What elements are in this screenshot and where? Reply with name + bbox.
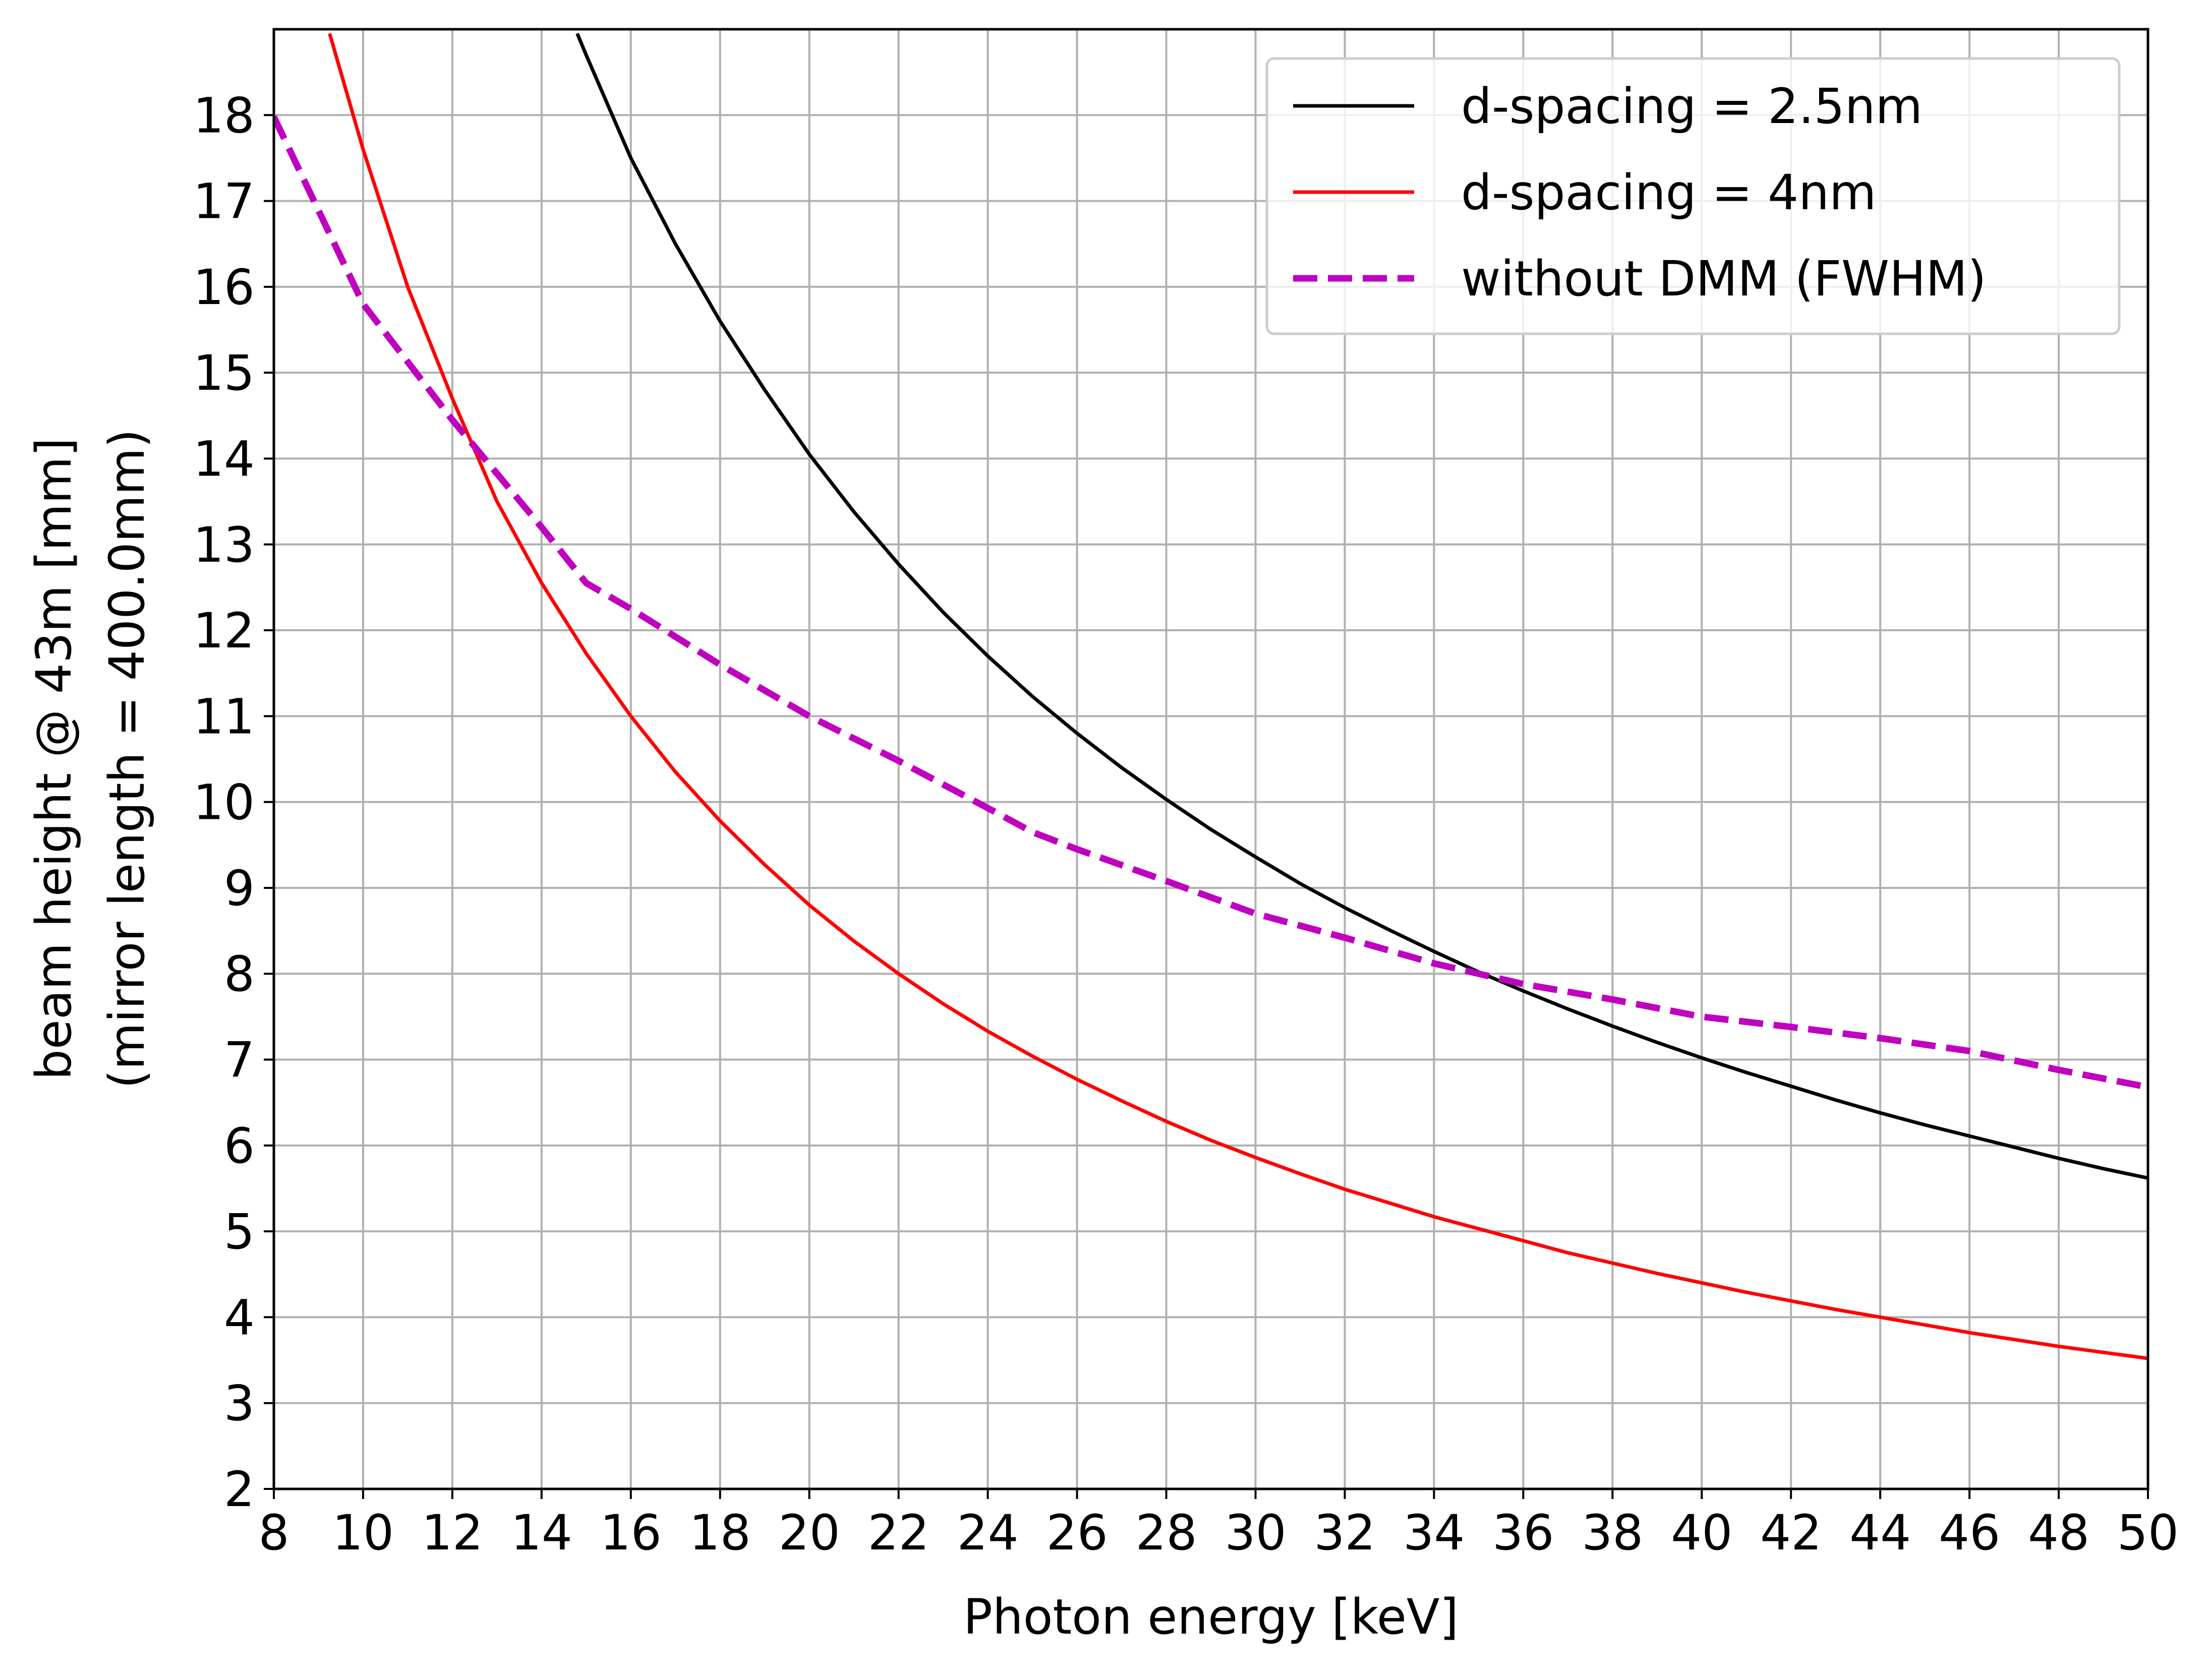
y-tick-label: 9 [224, 860, 255, 917]
y-tick-label: 2 [224, 1461, 255, 1518]
x-tick-label: 36 [1492, 1505, 1554, 1561]
y-tick-label: 4 [224, 1289, 255, 1346]
x-tick-label: 32 [1314, 1505, 1375, 1561]
y-tick-label: 18 [193, 87, 255, 144]
y-tick-label: 14 [193, 431, 255, 487]
x-tick-label: 40 [1671, 1505, 1732, 1561]
x-tick-label: 44 [1849, 1505, 1911, 1561]
series-line-3 [274, 115, 2148, 1091]
x-tick-label: 24 [957, 1505, 1019, 1561]
legend-label-3: without DMM (FWHM) [1461, 251, 1987, 307]
x-tick-label: 34 [1403, 1505, 1465, 1561]
x-tick-label: 26 [1046, 1505, 1108, 1561]
x-tick-label: 12 [422, 1505, 483, 1561]
legend-label-1: d-spacing = 2.5nm [1461, 78, 1923, 135]
x-tick-label: 48 [2028, 1505, 2089, 1561]
legend-box [1265, 57, 2121, 335]
x-tick-label: 22 [868, 1505, 929, 1561]
series-lines [274, 33, 2148, 1360]
legend-label-2: d-spacing = 4nm [1461, 164, 1877, 221]
x-tick-label: 14 [511, 1505, 572, 1561]
x-tick-label: 50 [2117, 1505, 2179, 1561]
y-tick-label: 7 [224, 1032, 255, 1089]
x-tick-label: 8 [258, 1505, 289, 1561]
series-line-2 [328, 33, 2148, 1360]
x-tick-label: 16 [600, 1505, 662, 1561]
x-tick-label: 38 [1582, 1505, 1643, 1561]
ticks: 8 10 12 14 16 18 20 22 24 26 28 30 32 34 36 38 40 42 44 46 4… [193, 87, 2179, 1561]
x-axis-label: Photon energy [keV] [963, 1589, 1459, 1645]
x-tick-label: 20 [779, 1505, 840, 1561]
x-tick-label: 46 [1939, 1505, 2000, 1561]
x-tick-label: 10 [332, 1505, 394, 1561]
x-tick-label: 28 [1135, 1505, 1197, 1561]
y-tick-label: 11 [193, 688, 255, 745]
legend: d-spacing = 2.5nm d-spacing = 4nm without … [1265, 57, 2121, 335]
y-tick-label: 17 [193, 173, 255, 230]
y-tick-label: 16 [193, 259, 255, 316]
series-line-1 [575, 33, 2148, 1180]
x-tick-label: 30 [1225, 1505, 1286, 1561]
y-axis-label: beam height @ 43m [mm] [26, 438, 82, 1080]
y-tick-label: 13 [193, 517, 255, 573]
plot-frame [272, 28, 2149, 1490]
y-tick-label: 10 [193, 774, 255, 831]
y-tick-label: 6 [224, 1118, 255, 1174]
y-axis-label-line2: (mirror length = 400.0mm) [99, 429, 155, 1089]
x-tick-label: 42 [1760, 1505, 1822, 1561]
x-tick-label: 18 [689, 1505, 751, 1561]
y-tick-label: 12 [193, 603, 255, 659]
y-tick-label: 8 [224, 946, 255, 1002]
y-tick-label: 15 [193, 345, 255, 401]
y-tick-label: 3 [224, 1375, 255, 1432]
y-tick-label: 5 [224, 1204, 255, 1260]
